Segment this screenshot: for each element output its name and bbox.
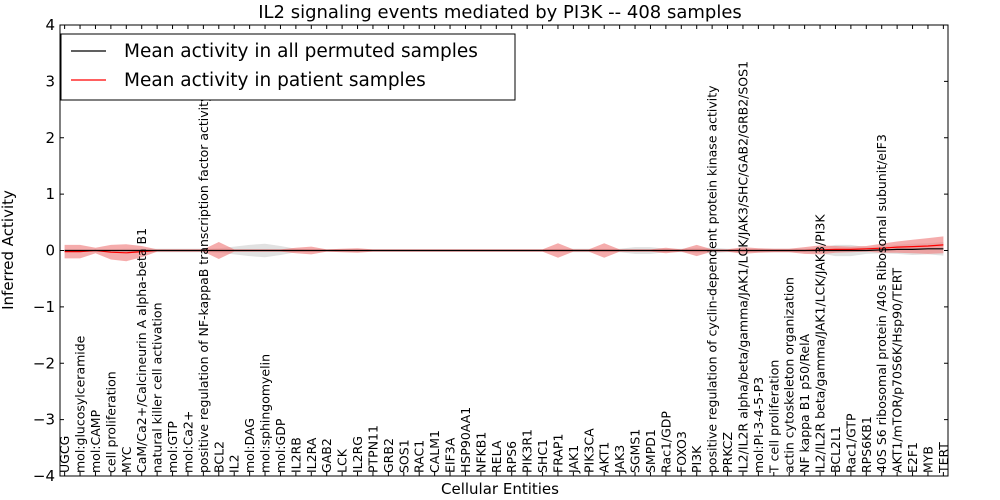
legend-label-permuted: Mean activity in all permuted samples <box>124 41 478 62</box>
x-tick-label: GRB2 <box>381 438 396 473</box>
legend-label-patient: Mean activity in patient samples <box>124 70 426 91</box>
series-lines <box>64 244 944 254</box>
x-tick-label: mol:PI-3-4-5-P3 <box>751 377 766 473</box>
x-tick-label: IL2RB <box>288 437 303 473</box>
x-tick-label: NF kappa B1 p50/RelA <box>797 333 812 473</box>
x-tick-label: mol:glucosylceramide <box>73 335 88 473</box>
x-tick-label: Rac1/GTP <box>843 413 858 473</box>
x-tick-label: PIK3R1 <box>520 429 535 473</box>
x-tick-label: T cell proliferation <box>766 360 781 474</box>
x-tick-label: natural killer cell activation <box>150 302 165 473</box>
x-tick-label: NFKB1 <box>473 432 488 473</box>
x-tick-label: SOS1 <box>396 439 411 473</box>
y-tick-label: 4 <box>45 16 55 34</box>
confidence-bands <box>64 236 944 262</box>
y-tick-label: −1 <box>33 298 55 316</box>
x-tick-label: IL2 <box>227 454 242 473</box>
x-tick-label: IL2RG <box>350 436 365 473</box>
x-tick-label: BCL2L1 <box>828 426 843 473</box>
x-tick-label: UGCG <box>57 436 72 473</box>
x-tick-label: RELA <box>489 440 504 473</box>
x-tick-label: GAB2 <box>319 438 334 473</box>
y-axis-ticks: −4 −3 −2 −1 0 1 2 3 4 <box>33 16 948 485</box>
y-tick-label: −4 <box>33 467 55 485</box>
x-tick-label: mol:GDP <box>273 418 288 473</box>
x-tick-label: mol:DAG <box>242 418 257 473</box>
x-tick-label: LCK <box>335 448 350 473</box>
x-tick-label: HSP90AA1 <box>458 407 473 473</box>
x-tick-label: EIF3A <box>443 437 458 473</box>
line-permuted <box>64 248 944 252</box>
x-tick-label: PTPN11 <box>366 425 381 473</box>
legend-box <box>60 33 516 101</box>
x-tick-label: mol:Ca2+ <box>181 411 196 473</box>
x-tick-label: MYC <box>119 446 134 473</box>
x-tick-label: PRKCZ <box>720 432 735 473</box>
y-tick-label: 0 <box>45 242 55 260</box>
y-tick-label: 2 <box>45 129 55 147</box>
x-tick-label: PI3K <box>689 445 704 473</box>
x-tick-label: IL2/IL2R alpha/beta/gamma/JAK1/LCK/JAK3/… <box>736 61 751 473</box>
x-tick-label: mol:GTP <box>165 421 180 473</box>
x-tick-label: mol:CAMP <box>88 409 103 473</box>
x-tick-label: mol:sphingomyelin <box>258 354 273 473</box>
x-axis-label: Cellular Entities <box>441 480 559 498</box>
x-tick-label: actin cytoskeleton organization <box>782 277 797 473</box>
x-tick-label: TERT <box>936 442 951 474</box>
x-tick-label: positive regulation of NF-kappaB transcr… <box>196 94 211 473</box>
x-axis-ticks: UGCG mol:glucosylceramide mol:CAMP cell pro… <box>57 25 951 476</box>
x-tick-label: FOXO3 <box>674 431 689 473</box>
y-tick-label: 3 <box>45 72 55 90</box>
y-tick-label: −3 <box>33 411 55 429</box>
x-tick-label: RAC1 <box>412 440 427 473</box>
band-patient <box>64 236 944 262</box>
y-tick-label: −2 <box>33 354 55 372</box>
x-tick-label: Rac1/GDP <box>658 411 673 473</box>
x-tick-label: positive regulation of cyclin-dependent … <box>705 85 720 473</box>
chart-title: IL2 signaling events mediated by PI3K --… <box>258 2 742 23</box>
x-tick-label: RPS6 <box>504 441 519 473</box>
x-tick-label: 40S S6 ribosomal protein /40s Ribosomal … <box>874 134 889 473</box>
x-tick-label: IL2/IL2R beta/gamma/JAK1/LCK/JAK3/PI3K <box>813 214 828 473</box>
x-tick-label: BCL2 <box>211 441 226 473</box>
x-tick-label: CALM1 <box>427 430 442 473</box>
x-tick-label: CaM/Ca2+/Calcineurin A alpha-beta B1 <box>134 228 149 473</box>
x-tick-label: SHC1 <box>535 439 550 473</box>
x-tick-label: SGMS1 <box>628 429 643 473</box>
x-tick-label: AKT1 <box>597 442 612 473</box>
y-axis-label: Inferred Activity <box>0 190 17 310</box>
legend: Mean activity in all permuted samples Me… <box>60 33 516 101</box>
x-tick-label: E2F1 <box>905 442 920 473</box>
x-tick-label: PIK3CA <box>581 428 596 473</box>
y-tick-label: 1 <box>45 185 55 203</box>
x-tick-label: IL2RA <box>304 437 319 473</box>
x-tick-label: MYB <box>921 446 936 473</box>
x-tick-label: RPS6KB1 <box>859 416 874 473</box>
x-tick-label: SMPD1 <box>643 429 658 473</box>
x-tick-label: cell proliferation <box>103 371 118 473</box>
x-tick-label: JAK1 <box>566 445 581 474</box>
x-tick-label: AKT1/mTOR/p70S6K/Hsp90/TERT <box>890 267 905 473</box>
x-tick-label: FRAP1 <box>551 434 566 473</box>
x-tick-label: JAK3 <box>612 445 627 474</box>
